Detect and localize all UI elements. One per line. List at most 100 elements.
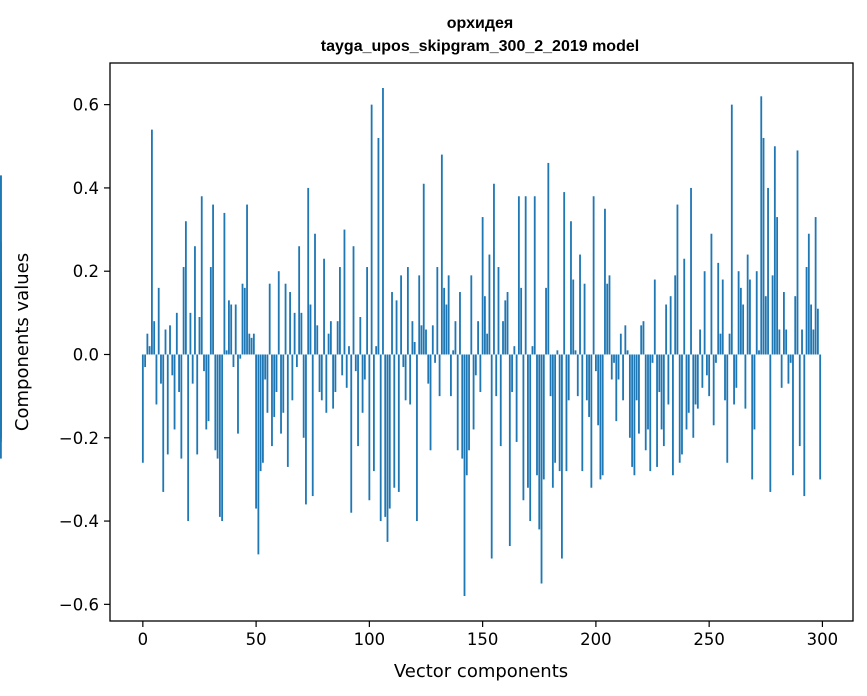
bar-20	[187, 354, 190, 522]
plot-area-frame	[109, 62, 854, 622]
bar-228	[658, 354, 661, 392]
bar-242	[690, 187, 692, 355]
bar-286	[789, 354, 792, 363]
bar-141	[461, 354, 464, 459]
bar-86	[336, 321, 339, 355]
bar-140	[459, 292, 461, 355]
bar-278	[771, 275, 774, 355]
bar-200	[594, 354, 597, 372]
bar-207	[610, 354, 613, 380]
bar-132	[440, 154, 443, 355]
bar-66	[291, 354, 294, 401]
bar-166	[517, 196, 520, 355]
bar-89	[343, 229, 346, 355]
bar-109	[388, 354, 391, 509]
bar-161	[506, 292, 509, 355]
bar-100	[368, 354, 371, 501]
bar-275	[764, 296, 767, 355]
bar-285	[787, 354, 790, 384]
bar-237	[678, 354, 681, 463]
bar-264	[739, 287, 742, 355]
bar-undefined	[0, 175, 2, 355]
bar-97	[361, 354, 364, 413]
bar-269	[751, 354, 754, 480]
bar-173	[533, 196, 536, 355]
bar-202	[599, 354, 602, 480]
bar-17	[180, 354, 183, 459]
bar-291	[801, 329, 803, 355]
bar-167	[520, 287, 523, 355]
bar-192	[576, 354, 579, 397]
bar-120	[413, 342, 416, 355]
bar-210	[617, 354, 620, 380]
bar-184	[558, 354, 561, 472]
bar-181	[551, 354, 554, 488]
bar-281	[778, 329, 781, 355]
bar-8	[160, 354, 162, 384]
bar-119	[411, 321, 414, 355]
bar-34	[218, 354, 221, 517]
y-tick-label: −0.4	[59, 512, 99, 531]
bar-84	[332, 354, 335, 409]
bar-99	[366, 267, 369, 355]
bar-299	[819, 354, 822, 480]
bar-289	[796, 150, 799, 355]
bar-74	[309, 304, 312, 355]
bar-19	[184, 221, 187, 355]
bar-254	[717, 262, 720, 355]
y-tick-label: 0.0	[73, 345, 99, 364]
bar-252	[712, 354, 715, 426]
bar-23	[194, 246, 196, 355]
bar-177	[542, 354, 545, 480]
bar-155	[493, 183, 495, 355]
bar-40	[232, 354, 235, 367]
bar-76	[314, 233, 316, 355]
bar-152	[486, 333, 489, 355]
bar-229	[660, 354, 663, 430]
bar-56	[268, 283, 271, 355]
bar-64	[286, 354, 289, 467]
y-tick-label: 0.2	[73, 262, 99, 281]
bar-255	[719, 333, 722, 355]
bar-105	[379, 354, 382, 522]
bar-133	[443, 287, 446, 355]
bar-220	[640, 325, 643, 355]
bar-298	[816, 308, 819, 355]
bar-4	[151, 129, 153, 355]
bar-178	[545, 287, 547, 355]
bar-102	[372, 354, 375, 472]
bar-45	[243, 287, 246, 355]
bar-214	[626, 350, 629, 355]
bar-209	[615, 354, 618, 422]
bar-104	[377, 137, 380, 355]
bar-123	[420, 325, 423, 355]
bar-268	[749, 279, 751, 355]
bar-295	[810, 304, 812, 355]
bar-147	[474, 354, 477, 376]
bar-130	[436, 267, 439, 355]
bar-179	[547, 162, 550, 355]
bar-218	[635, 354, 638, 401]
bar-1	[144, 354, 147, 367]
bar-171	[529, 354, 532, 522]
chart-subtitle: tayga_upos_skipgram_300_2_2019 model	[321, 38, 639, 55]
bar-135	[447, 275, 450, 355]
bar-219	[638, 354, 640, 434]
bar-195	[583, 283, 586, 355]
bar-261	[733, 354, 735, 405]
bar-143	[465, 354, 468, 476]
bar-57	[271, 354, 273, 447]
bar-213	[624, 325, 627, 355]
bar-125	[425, 329, 427, 355]
bar-153	[488, 254, 491, 355]
bar-284	[785, 329, 788, 355]
bar-148	[477, 321, 480, 355]
bar-294	[807, 233, 810, 355]
bar-222	[644, 354, 647, 451]
bar-266	[744, 354, 747, 409]
bar-27	[203, 354, 205, 372]
bar-126	[427, 354, 430, 384]
bar-79	[320, 354, 323, 401]
bar-10	[164, 329, 167, 355]
